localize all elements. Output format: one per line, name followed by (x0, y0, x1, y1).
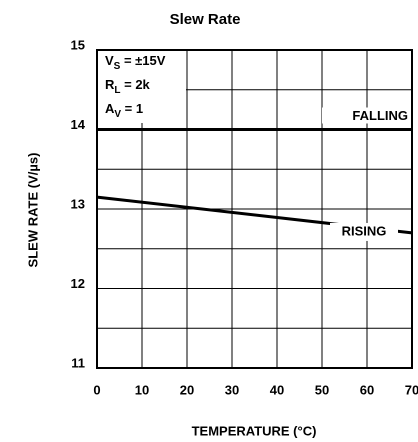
x-tick-label: 20 (180, 382, 194, 397)
annotation: RL = 2k (105, 77, 151, 95)
annotation-rest: = ±15V (120, 53, 165, 68)
x-tick-label: 70 (405, 382, 418, 397)
y-tick-label: 14 (71, 117, 86, 132)
y-tick-label: 15 (71, 37, 85, 52)
y-tick-label: 12 (71, 276, 85, 291)
annotation-main: R (105, 77, 115, 92)
annotation: VS = ±15V (105, 53, 166, 71)
x-tick-label: 30 (225, 382, 239, 397)
x-tick-label: 40 (270, 382, 284, 397)
annotation-sub: S (114, 61, 121, 72)
x-axis-label: TEMPERATURE (°C) (192, 423, 317, 438)
x-tick-label: 0 (93, 382, 100, 397)
annotation-rest: = 2k (121, 77, 151, 92)
label-bg (322, 107, 408, 124)
y-tick-label: 11 (71, 355, 85, 370)
y-tick-label: 13 (71, 196, 85, 211)
x-tick-label: 10 (135, 382, 149, 397)
series-label: RISING (342, 223, 387, 238)
annotation-main: V (105, 53, 114, 68)
series-label: FALLING (352, 108, 408, 123)
y-axis-label: SLEW RATE (V/µs) (25, 153, 40, 268)
annotation-rest: = 1 (121, 101, 143, 116)
annotation-sub: V (114, 109, 121, 120)
x-tick-label: 50 (315, 382, 329, 397)
annotation: AV = 1 (105, 101, 143, 119)
annotation-box (98, 51, 186, 123)
plot-frame (96, 49, 413, 369)
x-tick-label: 60 (360, 382, 374, 397)
label-bg (330, 222, 398, 241)
chart-title: Slew Rate (170, 11, 241, 28)
annotation-main: A (105, 101, 115, 116)
annotation-sub: L (114, 85, 120, 96)
